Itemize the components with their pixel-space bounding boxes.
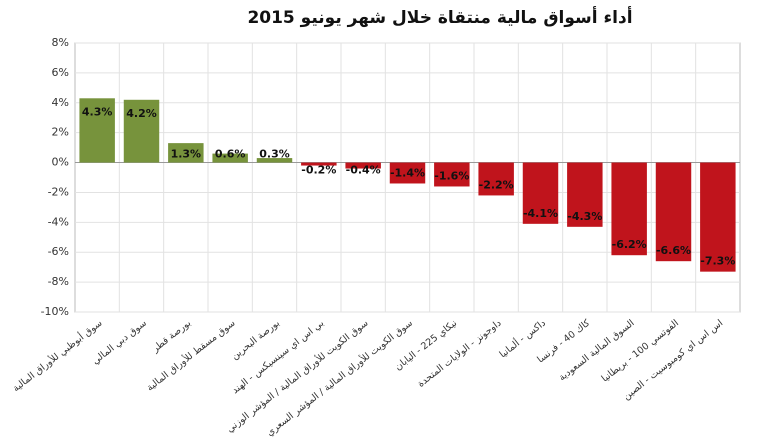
value-label: -6.6%	[656, 244, 691, 257]
bar	[212, 153, 248, 163]
y-tick-label: -8%	[48, 275, 69, 288]
value-label: -0.2%	[301, 164, 336, 177]
bar	[700, 162, 736, 272]
chart-title: أداء أسواق مالية منتقاة خلال شهر يونيو 2…	[247, 6, 632, 28]
bar	[345, 162, 381, 169]
bar	[301, 162, 337, 166]
bar	[123, 99, 160, 163]
value-label: -4.3%	[567, 210, 602, 223]
y-tick-label: -10%	[41, 305, 69, 318]
value-label: 1.3%	[171, 148, 202, 161]
bar	[478, 162, 514, 196]
bar	[567, 162, 603, 227]
bar	[256, 158, 293, 163]
value-label: 4.2%	[126, 107, 157, 120]
bar	[79, 98, 115, 163]
value-label: -7.3%	[700, 255, 735, 268]
value-label: 0.3%	[259, 148, 290, 161]
y-tick-label: 2%	[52, 126, 69, 139]
value-label: -2.2%	[479, 178, 514, 191]
value-label: -6.2%	[612, 238, 647, 251]
value-label: -4.1%	[523, 207, 558, 220]
y-tick-label: -2%	[48, 185, 69, 198]
y-tick-label: -6%	[48, 245, 69, 258]
y-tick-label: 8%	[52, 36, 69, 49]
bar	[434, 162, 470, 187]
bar	[522, 162, 559, 224]
value-label: 0.6%	[215, 148, 246, 161]
bar	[655, 162, 692, 262]
y-tick-label: 0%	[52, 156, 69, 169]
value-label: 4.3%	[82, 105, 113, 118]
value-label: -0.4%	[346, 164, 381, 177]
value-label: -1.4%	[390, 166, 425, 179]
bar	[168, 143, 204, 163]
y-tick-label: -4%	[48, 215, 69, 228]
bar	[611, 162, 647, 256]
y-tick-label: 6%	[52, 66, 69, 79]
y-tick-label: 4%	[52, 96, 69, 109]
bar	[389, 162, 426, 184]
value-label: -1.6%	[434, 169, 469, 182]
